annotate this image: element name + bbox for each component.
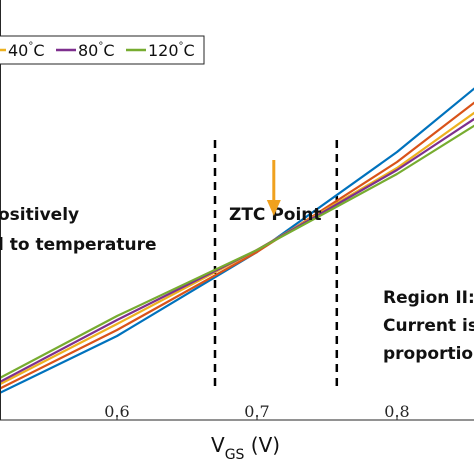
series-line [0, 101, 474, 390]
legend-label-value: 80 [78, 41, 98, 60]
ztc-arrow [266, 160, 281, 216]
legend-label-degree: ° [28, 41, 33, 52]
legend-label: 80°C [78, 41, 115, 60]
legend-label-degree: ° [179, 41, 184, 52]
x-tick-label: 0.6 [104, 402, 129, 421]
right-annotation-line-2: Current is [383, 316, 474, 336]
legend-label-value: 40 [8, 41, 28, 60]
legend: 40°C 80°C 120°C [0, 35, 205, 65]
plot-area: 0.6 0.7 0.8 [0, 0, 474, 421]
legend-label-degree: ° [98, 41, 103, 52]
legend-label-unit: C [184, 41, 195, 60]
x-axis-label-unit: (V) [244, 433, 280, 457]
series-layer [0, 87, 474, 395]
legend-label-unit: C [103, 41, 114, 60]
x-axis-label-sub: GS [225, 447, 245, 463]
annotations: ositively l to temperature ZTC Point Reg… [0, 160, 474, 364]
left-annotation-line-2: l to temperature [0, 235, 157, 255]
ztc-arrow-head [266, 200, 281, 216]
x-tick-label: 0.7 [244, 402, 269, 421]
series-line [0, 124, 474, 380]
legend-label-unit: C [33, 41, 44, 60]
right-annotation-line-1: Region II: [383, 288, 474, 308]
legend-items: 40°C 80°C 120°C [0, 41, 195, 60]
x-axis-label: VGS (V) [211, 433, 280, 463]
legend-label-value: 120 [148, 41, 179, 60]
legend-box [0, 35, 205, 65]
x-axis-label-main: V [211, 433, 225, 457]
x-ticks: 0.6 0.7 0.8 [104, 402, 409, 421]
legend-label: 40°C [8, 41, 45, 60]
axes [0, 0, 474, 421]
x-tick-label: 0.8 [384, 402, 409, 421]
legend-label: 120°C [148, 41, 195, 60]
ztc-point-label: ZTC Point [229, 205, 322, 225]
right-annotation-line-3: proportio [383, 344, 473, 364]
left-annotation-line-1: ositively [0, 205, 79, 225]
